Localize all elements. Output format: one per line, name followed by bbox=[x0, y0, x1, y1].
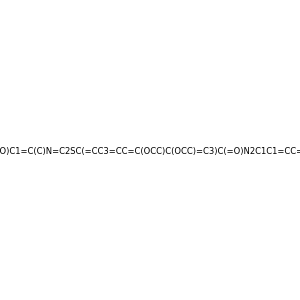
Text: CCOC(=O)C1=C(C)N=C2SC(=CC3=CC=C(OCC)C(OCC)=C3)C(=O)N2C1C1=CC=CC=C1Cl: CCOC(=O)C1=C(C)N=C2SC(=CC3=CC=C(OCC)C(OC… bbox=[0, 147, 300, 156]
